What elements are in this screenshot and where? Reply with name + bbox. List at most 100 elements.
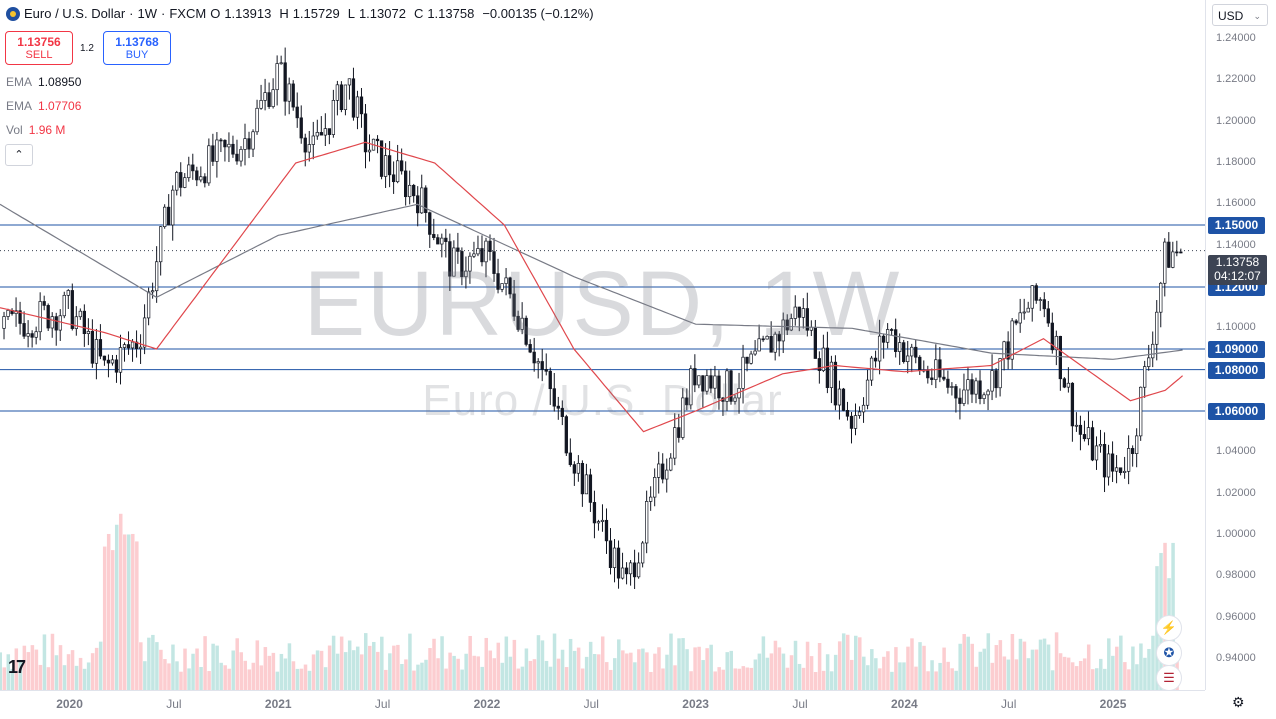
volume-value: 1.96 M bbox=[28, 123, 66, 137]
candle-body bbox=[496, 273, 500, 290]
interval-label: 1W bbox=[137, 6, 158, 21]
x-tick-label: Jul bbox=[374, 697, 391, 711]
candle-body bbox=[404, 170, 408, 198]
volume-bar bbox=[1119, 635, 1123, 690]
candle-body bbox=[645, 501, 649, 544]
candle-body bbox=[612, 547, 617, 568]
volume-bar bbox=[813, 671, 818, 690]
volume-bar bbox=[363, 633, 368, 690]
ema-fast-legend[interactable]: EMA 1.08950 bbox=[6, 75, 81, 89]
us-flag-icon[interactable]: ☰ bbox=[1156, 665, 1182, 691]
lightning-icon[interactable]: ⚡ bbox=[1156, 615, 1182, 641]
candle-body bbox=[476, 248, 480, 255]
volume-bar bbox=[1147, 648, 1151, 690]
volume-bar bbox=[247, 669, 252, 690]
candle-body bbox=[669, 457, 673, 471]
settings-icon[interactable]: ⚙ bbox=[1232, 694, 1245, 710]
candle-body bbox=[657, 463, 661, 478]
volume-bar bbox=[283, 658, 288, 690]
candle-body bbox=[1074, 424, 1079, 427]
volume-bar bbox=[400, 663, 404, 690]
volume-bar bbox=[645, 652, 649, 690]
sell-button[interactable]: 1.13756 SELL bbox=[5, 31, 73, 65]
candle-body bbox=[930, 377, 934, 380]
volume-bar bbox=[938, 662, 942, 690]
candle-body bbox=[50, 316, 54, 329]
volume-bar bbox=[801, 667, 806, 690]
y-tick-label: 1.10000 bbox=[1216, 321, 1256, 334]
currency-selector[interactable]: USD ⌄ bbox=[1212, 4, 1268, 26]
time-axis[interactable] bbox=[0, 690, 1205, 719]
volume-bar bbox=[319, 650, 324, 690]
candle-body bbox=[1155, 311, 1159, 345]
volume-bar bbox=[560, 649, 565, 690]
volume-bar bbox=[14, 648, 19, 690]
candle-body bbox=[705, 375, 709, 392]
candle-body bbox=[1010, 320, 1014, 360]
symbol-legend[interactable]: Euro / U.S. Dollar · 1W · FXCM O 1.13913 … bbox=[6, 6, 594, 21]
ema-slow-legend[interactable]: EMA 1.07706 bbox=[6, 99, 81, 113]
volume-bar bbox=[524, 648, 529, 690]
volume-bar bbox=[127, 534, 131, 690]
candle-body bbox=[954, 386, 958, 399]
volume-bar bbox=[243, 660, 248, 690]
candle-body bbox=[970, 379, 974, 395]
candle-body bbox=[448, 241, 452, 277]
tradingview-logo[interactable]: 17 bbox=[8, 657, 26, 677]
candle-body bbox=[130, 341, 135, 349]
candle-body bbox=[1118, 467, 1123, 473]
volume-bar bbox=[1038, 639, 1043, 690]
volume-bar bbox=[492, 658, 497, 690]
candle-body bbox=[942, 376, 946, 380]
candle-body bbox=[785, 319, 789, 331]
collapse-legend-button[interactable]: ⌃ bbox=[5, 144, 33, 166]
volume-bar bbox=[287, 643, 292, 690]
volume-bar bbox=[878, 668, 882, 690]
volume-bar bbox=[785, 667, 790, 690]
candle-body bbox=[54, 316, 58, 331]
volume-bar bbox=[231, 650, 235, 690]
volume-bar bbox=[866, 665, 870, 690]
volume-bar bbox=[709, 644, 713, 690]
candle-body bbox=[150, 290, 155, 293]
candle-body bbox=[713, 375, 717, 389]
candle-body bbox=[303, 137, 307, 153]
candle-body bbox=[106, 359, 111, 364]
eu-flag-icon[interactable]: ✪ bbox=[1156, 640, 1182, 666]
volume-bar bbox=[874, 658, 878, 690]
candle-body bbox=[484, 240, 488, 263]
candle-body bbox=[576, 462, 581, 474]
volume-bar bbox=[143, 661, 147, 690]
buy-button[interactable]: 1.13768 BUY bbox=[103, 31, 171, 65]
candle-body bbox=[187, 164, 191, 179]
volume-bar bbox=[978, 651, 983, 690]
price-chart[interactable] bbox=[0, 0, 1205, 690]
source-label: FXCM bbox=[169, 6, 207, 21]
volume-bar bbox=[749, 667, 754, 690]
volume-bar bbox=[496, 642, 501, 690]
volume-legend[interactable]: Vol 1.96 M bbox=[6, 123, 65, 137]
candle-body bbox=[440, 237, 444, 245]
candle-body bbox=[387, 155, 392, 176]
chart-pane[interactable]: EURUSD, 1W Euro / U.S. Dollar bbox=[0, 0, 1205, 690]
volume-bar bbox=[653, 653, 657, 690]
candle-body bbox=[295, 106, 299, 119]
volume-bar bbox=[910, 638, 914, 690]
volume-bar bbox=[2, 667, 7, 690]
volume-bar bbox=[681, 638, 685, 690]
volume-bar bbox=[195, 648, 199, 690]
volume-bar bbox=[251, 662, 256, 690]
volume-bar bbox=[697, 646, 701, 690]
candle-body bbox=[367, 149, 372, 153]
bar-countdown: 04:12:07 bbox=[1214, 269, 1261, 283]
candle-body bbox=[596, 521, 601, 524]
volume-bar bbox=[456, 658, 460, 690]
volume-bar bbox=[436, 658, 440, 690]
sell-price: 1.13756 bbox=[17, 35, 61, 49]
candle-body bbox=[849, 415, 854, 429]
volume-bar bbox=[106, 533, 111, 690]
volume-bar bbox=[183, 648, 187, 690]
volume-bar bbox=[331, 635, 336, 690]
candle-body bbox=[247, 138, 251, 150]
level-price-label: 1.09000 bbox=[1208, 341, 1265, 358]
